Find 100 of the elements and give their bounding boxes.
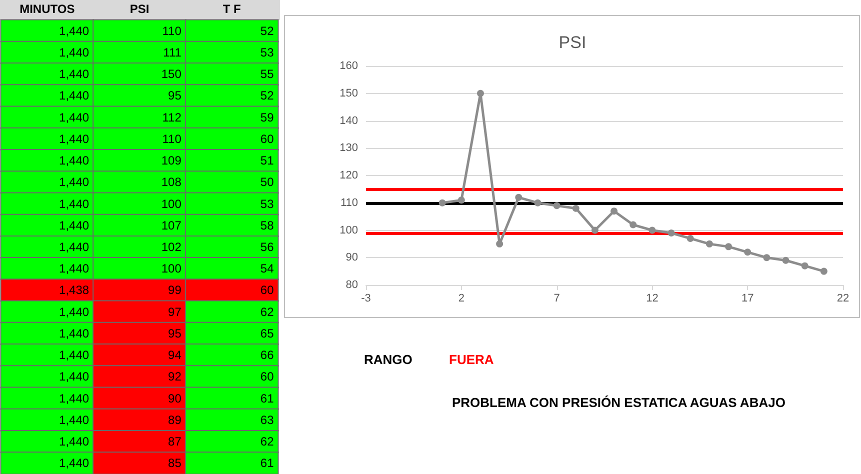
- y-tick-label: 150: [340, 87, 358, 100]
- y-tick-label: 80: [346, 279, 358, 291]
- point: [668, 229, 675, 236]
- x-tick-label: 12: [646, 292, 658, 304]
- data-label: 1,440: [59, 434, 90, 449]
- point: [763, 254, 770, 262]
- data-label: 52: [260, 88, 274, 103]
- data-label: 1,440: [59, 88, 90, 103]
- data-label: 1,440: [59, 132, 90, 146]
- y-tick-label: 160: [340, 60, 358, 72]
- data-label: 62: [260, 304, 274, 319]
- point: [630, 221, 637, 228]
- data-label: 1,440: [59, 391, 90, 406]
- y-tick-label: 140: [340, 114, 358, 127]
- y-tick-label: 100: [340, 224, 358, 236]
- data-label: 1,440: [59, 67, 90, 82]
- data-label: 150: [161, 67, 182, 82]
- x-tick-label: MINUTOS: [20, 2, 75, 16]
- data-label: 92: [168, 370, 182, 384]
- point: [515, 194, 522, 201]
- x-tick-label: 7: [554, 292, 560, 304]
- data-label: 108: [161, 175, 182, 190]
- data-label: 95: [168, 88, 182, 103]
- data-label: 53: [260, 45, 274, 60]
- data-label: 60: [260, 283, 274, 298]
- data-label: 1,440: [59, 262, 90, 276]
- chart-title: PSI: [558, 33, 586, 52]
- data-label: 110: [162, 132, 182, 146]
- data-label: 1,440: [59, 175, 90, 190]
- data-label: 1,440: [59, 196, 90, 211]
- data-label: 1,440: [59, 456, 90, 470]
- data-label: 61: [260, 391, 274, 406]
- y-tick-label: 130: [340, 142, 358, 154]
- data-label: 97: [168, 304, 182, 319]
- data-label: 52: [260, 24, 274, 38]
- text: FUERA: [449, 352, 494, 367]
- data-label: 1,440: [59, 154, 90, 168]
- data-label: 54: [260, 262, 274, 276]
- point: [744, 248, 752, 256]
- data-label: 87: [168, 434, 182, 449]
- data-label: 56: [260, 240, 274, 254]
- data-label: 58: [260, 218, 274, 232]
- point: [591, 226, 598, 234]
- y-tick-label: 90: [346, 252, 358, 264]
- data-label: 1,440: [59, 326, 90, 340]
- point: [458, 196, 465, 204]
- data-label: 1,440: [59, 24, 90, 38]
- data-label: 55: [260, 67, 274, 82]
- x-tick-label: -3: [361, 292, 371, 304]
- data-label: 110: [162, 24, 182, 38]
- data-label: 65: [260, 326, 274, 340]
- data-label: 60: [260, 132, 274, 146]
- data-label: 63: [260, 412, 274, 427]
- data-label: 89: [168, 412, 182, 427]
- point: [648, 226, 656, 234]
- data-label: 94: [168, 348, 182, 362]
- text: RANGO: [364, 352, 412, 367]
- point: [496, 240, 504, 248]
- data-label: 102: [161, 240, 182, 254]
- point: [706, 240, 713, 248]
- x-tick-label: 2: [458, 292, 464, 304]
- data-label: 99: [168, 283, 182, 298]
- x-tick-label: PSI: [130, 2, 150, 16]
- point: [725, 243, 732, 250]
- data-label: 66: [260, 348, 274, 362]
- data-label: 1,440: [59, 348, 90, 362]
- data-label: 112: [162, 110, 182, 124]
- data-label: 50: [260, 175, 274, 190]
- point: [782, 256, 790, 264]
- point: [820, 268, 828, 275]
- x-tick-label: 22: [836, 292, 850, 304]
- data-label: 100: [161, 262, 182, 276]
- x-tick-label: T F: [222, 2, 241, 16]
- data-label: 107: [161, 218, 182, 232]
- data-label: 1,440: [59, 304, 90, 319]
- data-label: 100: [161, 196, 182, 211]
- data-label: 59: [260, 110, 274, 124]
- data-label: 90: [168, 391, 182, 406]
- data-label: 95: [168, 326, 182, 340]
- point: [553, 202, 560, 210]
- data-label: 1,440: [59, 370, 90, 384]
- data-label: 1,438: [59, 283, 90, 298]
- data-label: 109: [161, 154, 182, 168]
- data-label: 1,440: [59, 412, 90, 427]
- text: PROBLEMA CON PRESIÓN ESTATICA AGUAS ABAJO: [452, 395, 786, 410]
- data-label: 1,440: [59, 218, 90, 232]
- point: [438, 199, 446, 206]
- y-tick-label: 120: [340, 170, 358, 182]
- data-label: 51: [260, 154, 274, 168]
- y-tick-label: 110: [340, 196, 358, 209]
- data-label: 1,440: [59, 240, 90, 254]
- point: [686, 234, 694, 242]
- data-label: 1,440: [59, 110, 90, 124]
- point: [534, 199, 542, 206]
- x-tick-label: 17: [741, 292, 754, 304]
- data-label: 111: [163, 45, 182, 60]
- point: [476, 90, 484, 97]
- data-label: 60: [260, 370, 274, 384]
- data-label: 85: [168, 456, 182, 470]
- point: [610, 208, 618, 215]
